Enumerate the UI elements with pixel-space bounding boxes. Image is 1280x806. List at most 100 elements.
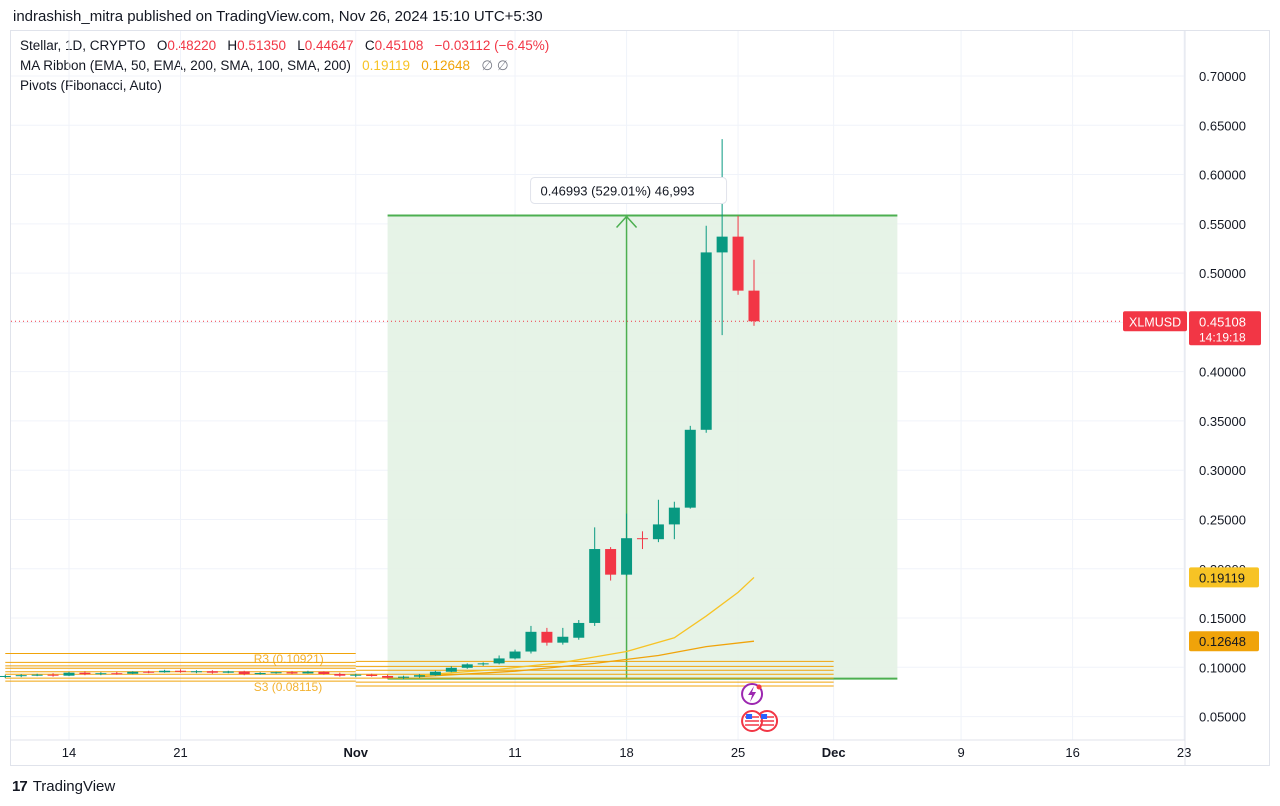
candle [398,675,410,680]
candle-body [143,671,155,673]
footer-brand[interactable]: 17 TradingView [12,778,115,795]
candle [0,674,11,679]
last-price-text: 0.45108 [1199,314,1246,329]
candle [589,527,601,626]
flag-canton [761,714,768,719]
candle-body [79,672,91,675]
candle [222,670,234,674]
price-range-arrow-head [615,215,638,228]
ohlc-legend: Stellar, 1D, CRYPTO O0.48220 H0.51350 L0… [20,38,549,53]
candle-body [95,673,107,675]
candle [47,673,59,677]
y-tick-label: 0.40000 [1199,365,1246,380]
pivot-level-label: S3 (0.08115) [254,680,322,694]
candle-body [350,674,362,676]
candle [429,670,441,676]
candle [302,670,314,674]
last-price-box [1189,311,1261,346]
y-tick-label: 0.60000 [1199,168,1246,183]
candle-body [159,670,171,673]
candle [286,671,298,675]
tradingview-logo-icon: 17 [12,778,28,795]
candle [668,501,680,540]
candle-body [477,663,489,665]
candle [334,672,346,677]
candle-body [636,538,648,540]
x-tick-label: 21 [173,745,187,760]
symbol-title[interactable]: Stellar, 1D, CRYPTO [20,38,146,53]
ma-ribbon-label: MA Ribbon (EMA, 50, EMA, 200, SMA, 100, … [20,58,351,73]
candle-body [621,538,633,575]
candle [95,672,107,676]
candle [270,671,282,674]
candle-body [238,671,250,675]
countdown-text: 14:19:18 [1199,330,1246,344]
candle [652,499,664,543]
brand-name: TradingView [32,778,116,795]
candle [684,425,696,509]
candle [605,547,617,581]
candle [366,673,378,677]
candle [732,215,744,295]
flag-canton [746,714,753,719]
candle [557,627,569,645]
candle-body [286,672,298,674]
ma-tag-text: 0.12648 [1199,634,1246,649]
ma-ribbon-legend[interactable]: MA Ribbon (EMA, 50, EMA, 200, SMA, 100, … [20,58,509,74]
high-label: H [227,38,238,53]
y-tick-label: 0.50000 [1199,266,1246,281]
chart-frame [10,30,1270,766]
candle-body [445,667,457,672]
candle-body [700,252,712,430]
candle-body [190,671,202,673]
x-tick-label: Nov [343,745,368,760]
candle-body [127,671,139,674]
ma-price-tag: 0.12648 [1189,631,1259,652]
low-label: L [297,38,305,53]
y-tick-label: 0.35000 [1199,414,1246,429]
close-value: 0.45108 [374,38,424,53]
pivots-legend[interactable]: Pivots (Fibonacci, Auto) [20,78,162,93]
ma-value-2: 0.12648 [421,58,471,73]
candle [493,655,505,665]
price-range-label: 0.46993 (529.01%) 46,993 [530,176,728,204]
candle [31,673,43,677]
publish-info: indrashish_mitra published on TradingVie… [13,8,543,25]
candle [350,673,362,678]
ma-tag-text: 0.19119 [1199,570,1245,585]
candle-body [493,658,505,664]
x-tick-label: 18 [619,745,633,760]
candle [636,531,648,550]
candle [382,674,394,679]
candle-body [605,549,617,575]
candle-body [557,636,569,643]
candle [238,670,250,676]
candle-body [525,631,537,652]
candle-body [398,676,410,678]
y-tick-label: 0.70000 [1199,69,1246,84]
candle-body [111,673,123,675]
candle-body [461,664,473,668]
candle-body [541,631,553,643]
candle-body [334,674,346,676]
high-value: 0.51350 [237,38,286,53]
candle-body [222,671,234,673]
candle [159,669,171,673]
candle-body [413,675,425,677]
y-tick-label: 0.30000 [1199,463,1246,478]
y-tick-label: 0.55000 [1199,217,1246,232]
candle-body [382,675,394,678]
ma-ribbon-line [419,576,755,676]
candle [573,619,585,640]
open-value: 0.48220 [167,38,217,53]
candle-body [302,671,314,674]
candle [175,669,187,673]
x-tick-label: 23 [1177,745,1191,760]
candle-body [668,507,680,525]
ma-tag-box [1189,567,1259,588]
candle-body [175,670,187,672]
pivots-label: Pivots (Fibonacci, Auto) [20,78,162,93]
x-axis: 14 21 Nov 11 18 25 Dec 9 16 23 [11,739,1191,760]
